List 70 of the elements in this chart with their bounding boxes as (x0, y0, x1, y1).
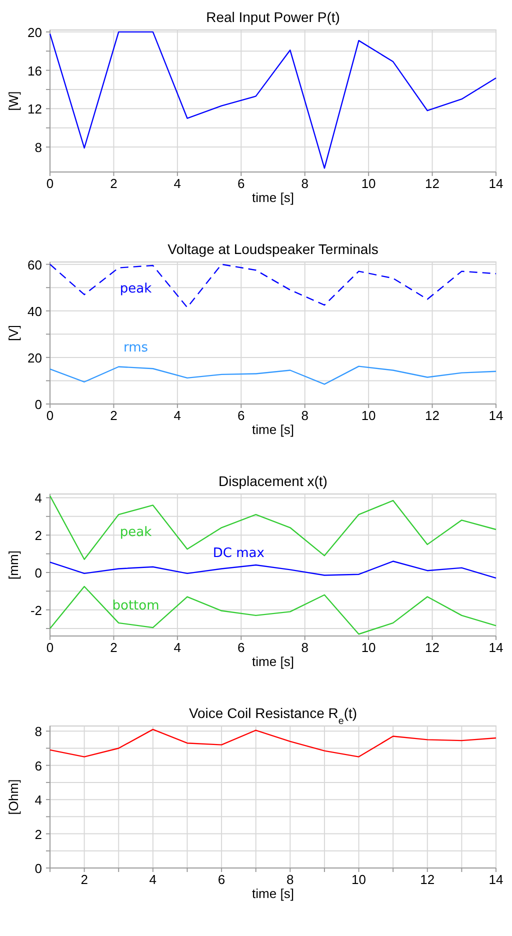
line-series (49, 728, 497, 758)
chart-title: Voice Coil Resistance R$_{e}$(t) (188, 705, 358, 726)
y-axis-title: [Ohm] (6, 779, 21, 815)
x-tick-label: 2 (110, 176, 118, 191)
x-axis-title: time [s] (252, 190, 294, 205)
x-tick-label: 10 (361, 640, 376, 655)
line-series (49, 495, 497, 560)
x-tick-label: 4 (149, 872, 157, 887)
y-tick-label: 0 (34, 861, 42, 876)
x-tick-label: 6 (238, 176, 245, 191)
x-tick-label: 2 (80, 872, 88, 887)
x-tick-label: 6 (218, 872, 226, 887)
x-tick-label: 8 (301, 408, 308, 423)
x-tick-label: 10 (361, 176, 376, 191)
x-tick-label: 12 (425, 176, 440, 191)
x-tick-label: 12 (425, 640, 440, 655)
y-tick-label: 60 (28, 257, 42, 272)
x-tick-label: 4 (174, 640, 182, 655)
series-label: bottom (112, 598, 160, 614)
y-tick-label: 0 (34, 397, 42, 412)
y-tick-label: 16 (28, 63, 42, 78)
chart-title: Voltage at Loudspeaker Terminals (168, 241, 378, 257)
y-tick-label: 8 (34, 724, 42, 740)
x-axis-title: time [s] (252, 422, 294, 437)
x-tick-label: 0 (46, 640, 54, 655)
x-axis-title: time [s] (252, 654, 294, 669)
line-series (49, 560, 497, 579)
x-axis-title: time [s] (252, 886, 294, 901)
x-tick-label: 2 (110, 408, 118, 423)
x-tick-label: 14 (488, 408, 504, 423)
x-tick-label: 8 (286, 872, 294, 887)
x-tick-label: 12 (420, 872, 435, 887)
y-tick-label: 8 (34, 140, 42, 156)
series-label: peak (120, 282, 152, 297)
y-axis-title: [V] (6, 325, 21, 341)
line-series (49, 366, 497, 385)
x-tick-label: 8 (301, 640, 308, 655)
x-tick-label: 8 (301, 176, 308, 191)
series-label: rms (123, 340, 148, 356)
y-axis-title: [mm] (6, 550, 21, 580)
y-axis-title: [W] (6, 91, 21, 111)
x-tick-label: 6 (238, 640, 245, 655)
y-tick-label: 12 (28, 102, 42, 117)
x-tick-label: 14 (488, 176, 504, 191)
x-tick-label: 4 (174, 408, 182, 423)
y-tick-label: 2 (34, 528, 42, 544)
y-tick-label: -2 (30, 602, 42, 618)
x-tick-label: 14 (488, 640, 504, 655)
x-tick-label: 4 (174, 176, 182, 191)
y-tick-label: 20 (28, 350, 42, 366)
y-tick-label: 6 (34, 758, 42, 774)
x-tick-label: 12 (425, 408, 440, 423)
line-series (49, 31, 497, 169)
y-tick-label: 4 (34, 490, 42, 506)
x-tick-label: 10 (361, 408, 376, 423)
x-tick-label: 14 (488, 872, 504, 887)
x-tick-label: 0 (46, 176, 54, 191)
series-label: DC max (212, 546, 265, 561)
y-tick-label: 20 (28, 24, 42, 40)
series-label: peak (120, 524, 152, 540)
x-tick-label: 0 (46, 408, 54, 423)
x-tick-label: 10 (352, 872, 366, 887)
y-tick-label: 0 (34, 565, 42, 580)
chart-title: Displacement x(t) (218, 473, 328, 489)
y-tick-label: 2 (34, 826, 42, 842)
y-tick-label: 4 (34, 792, 42, 808)
y-tick-label: 40 (28, 304, 42, 319)
x-tick-label: 2 (110, 640, 118, 655)
x-tick-label: 6 (238, 408, 245, 423)
chart-title: Real Input Power P(t) (206, 9, 340, 25)
